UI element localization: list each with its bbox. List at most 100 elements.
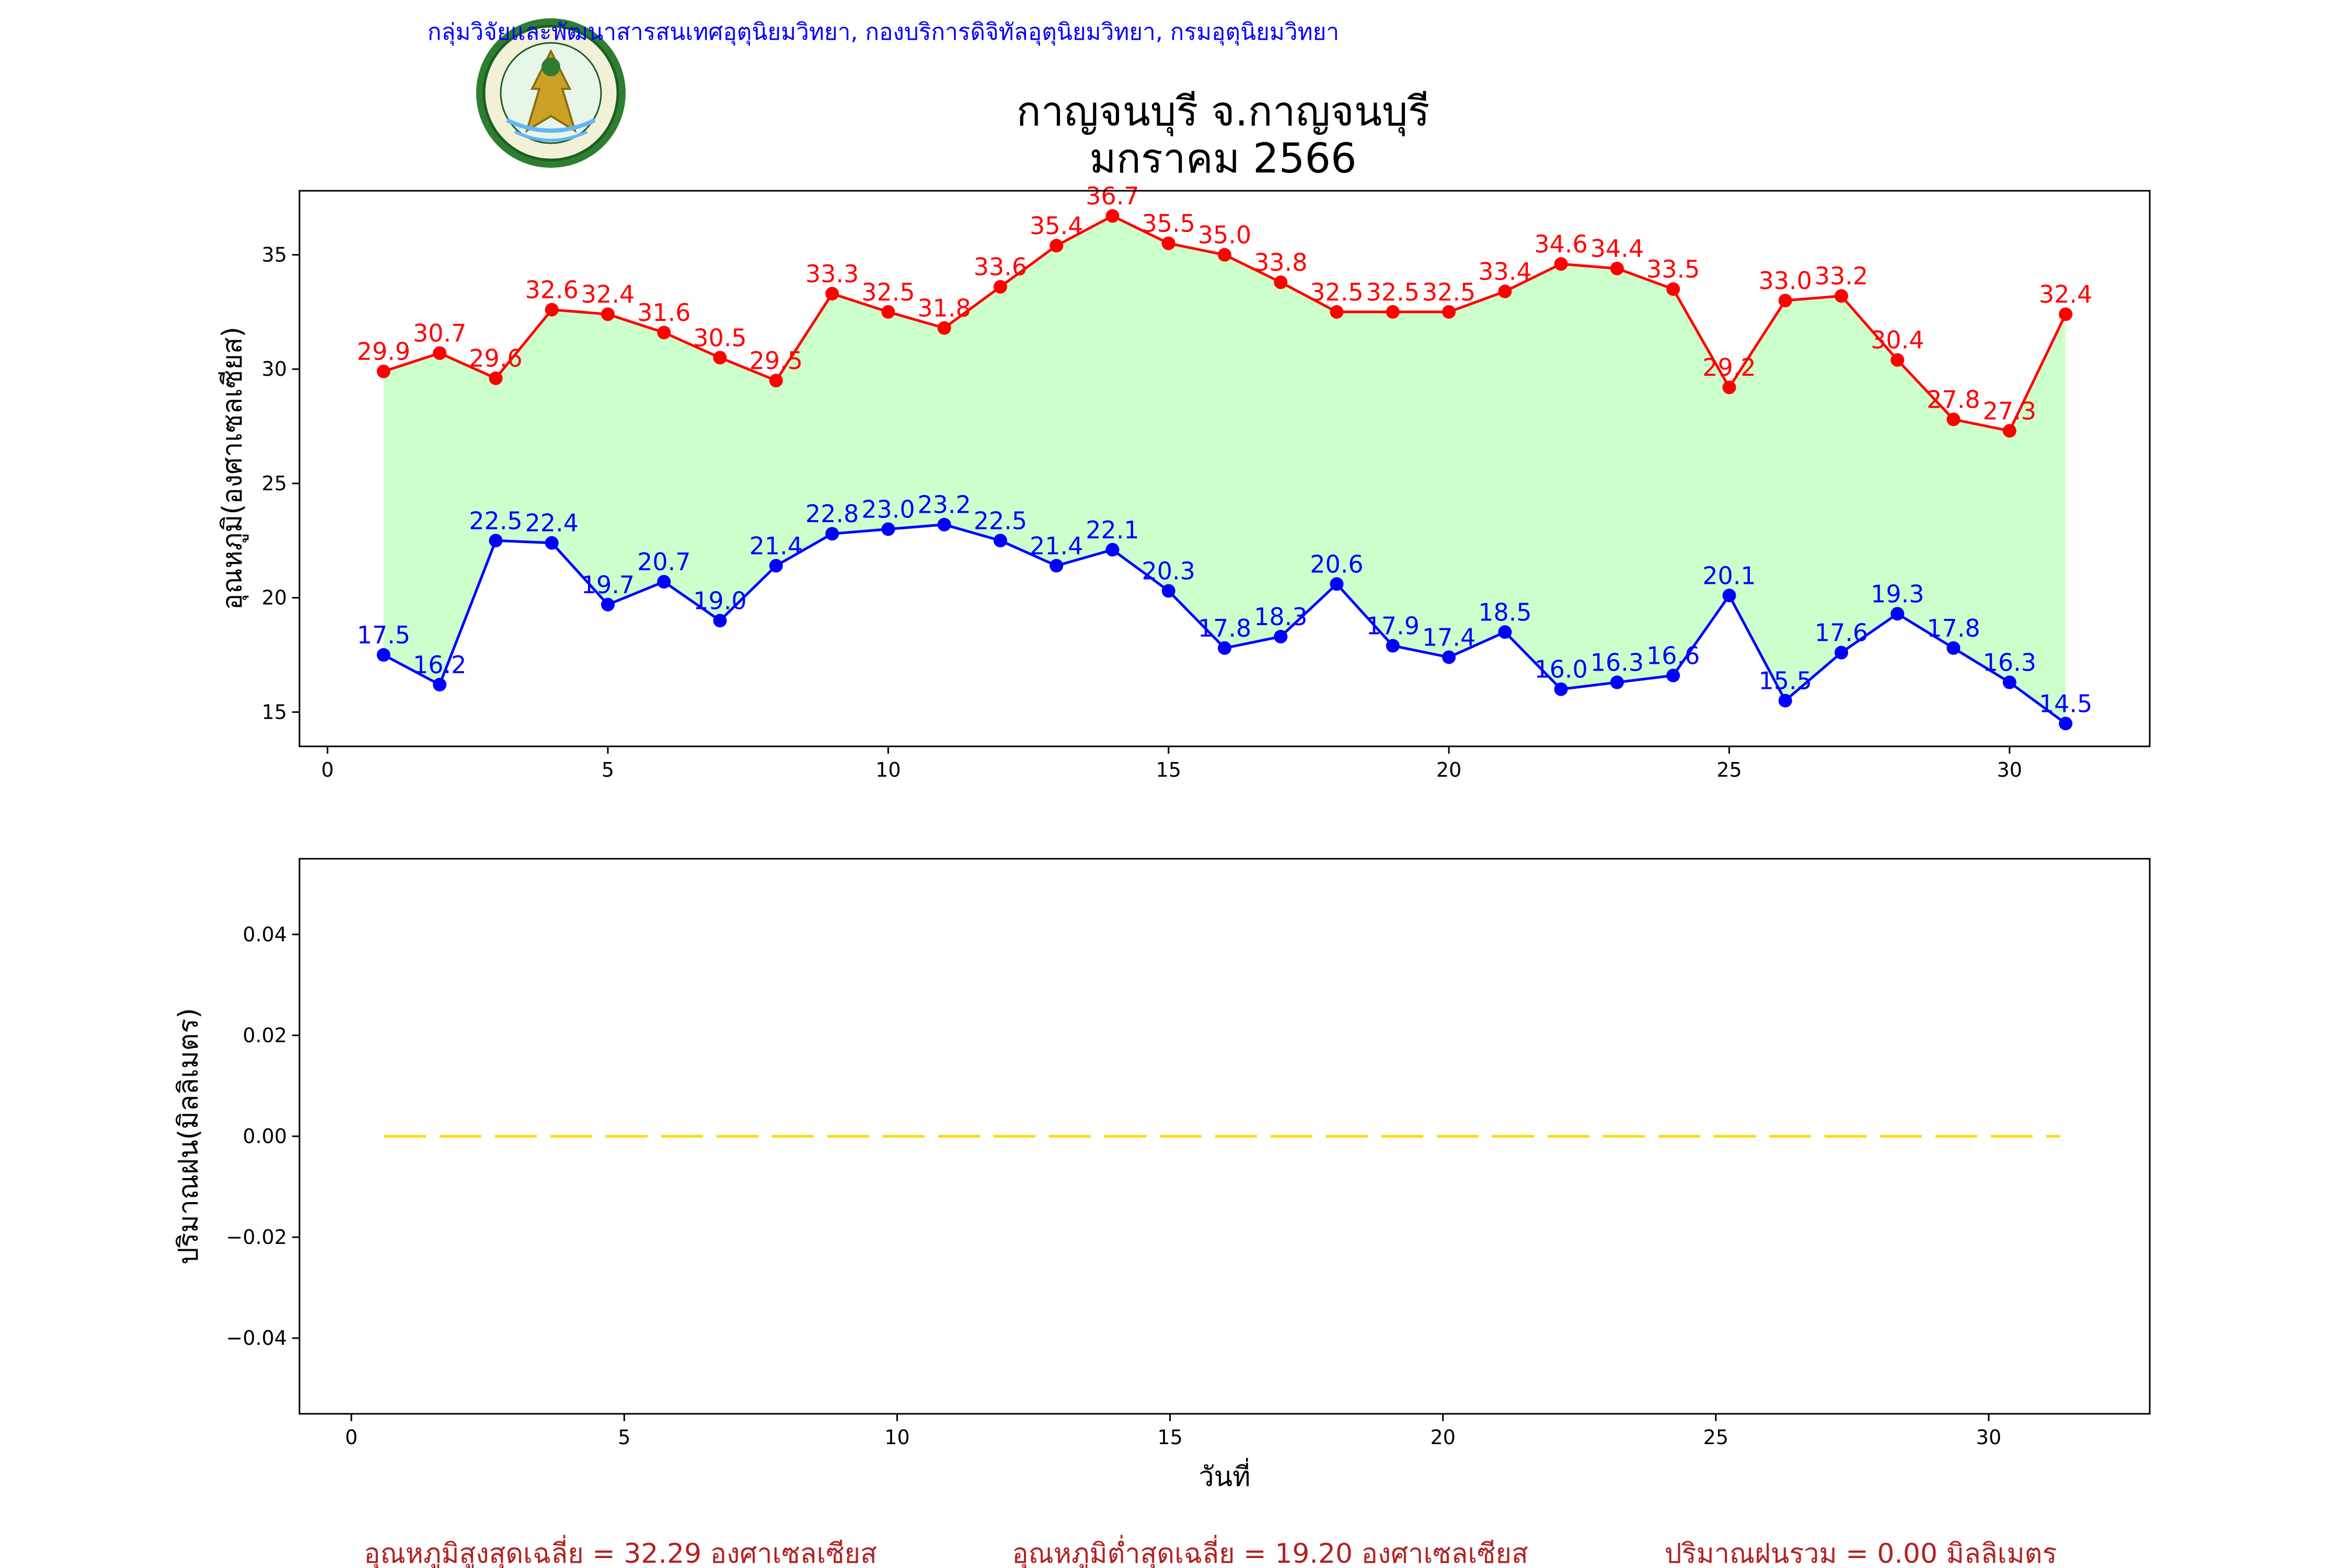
min-temperature-label: 20.3	[1142, 557, 1195, 585]
max-temperature-label: 29.5	[750, 347, 803, 375]
max-temperature-point	[1498, 284, 1512, 298]
y-tick-label: 20	[262, 586, 287, 609]
rainfall-x-ticks: 0 5 10 15 20 25 30	[345, 1414, 2001, 1449]
x-tick-label: 15	[1156, 758, 1181, 781]
min-temperature-point	[1835, 645, 1848, 660]
max-temperature-point	[1610, 261, 1624, 275]
min-temperature-label: 20.7	[637, 548, 690, 576]
max-temperature-point	[713, 351, 727, 365]
max-temperature-point	[881, 305, 895, 319]
max-temperature-point	[1218, 248, 1231, 262]
min-temperature-label: 17.5	[357, 621, 410, 649]
min-temperature-label: 18.5	[1478, 598, 1531, 626]
x-tick-label: 5	[602, 758, 614, 781]
x-tick-label: 5	[618, 1426, 630, 1449]
min-temperature-label: 20.6	[1310, 550, 1363, 578]
min-temperature-label: 22.8	[805, 500, 859, 528]
min-temperature-point	[825, 527, 839, 541]
temperature-chart: 29.930.729.632.6 32.431.630.529.533.332.5…	[217, 182, 2151, 781]
max-temperature-point	[993, 280, 1007, 294]
x-tick-label: 10	[875, 758, 901, 781]
min-temperature-point	[489, 534, 503, 548]
min-temperature-label: 14.5	[2039, 689, 2092, 718]
min-temperature-point	[993, 534, 1007, 548]
y-tick-label: −0.02	[226, 1226, 287, 1249]
min-temperature-label: 19.0	[693, 586, 746, 615]
max-temperature-point	[1722, 381, 1736, 395]
max-temperature-label: 34.4	[1590, 235, 1644, 263]
max-temperature-point	[1890, 353, 1905, 367]
max-temperature-point	[1778, 294, 1792, 307]
min-temperature-label: 22.5	[469, 506, 522, 535]
footer-rain-total: ปริมาณฝนรวม = 0.00 มิลลิเมตร	[1665, 1538, 2057, 1568]
min-temperature-label: 22.5	[974, 506, 1027, 535]
x-tick-label: 0	[321, 758, 334, 781]
min-temperature-point	[937, 517, 951, 532]
max-temperature-label: 33.5	[1646, 255, 1700, 283]
x-tick-label: 25	[1716, 758, 1742, 781]
y-tick-label: 0.02	[243, 1024, 287, 1047]
min-temperature-point	[1946, 641, 1961, 655]
max-temperature-label: 32.5	[1422, 278, 1475, 306]
min-temperature-point	[713, 614, 727, 628]
max-temperature-label: 30.5	[693, 324, 746, 352]
y-tick-label: 25	[262, 472, 287, 495]
temperature-fill-area	[383, 216, 2066, 724]
min-temperature-label: 23.0	[861, 495, 915, 523]
min-temperature-label: 22.1	[1086, 516, 1139, 544]
min-temperature-label: 21.4	[1030, 532, 1083, 560]
max-temperature-label: 33.2	[1815, 262, 1868, 290]
min-temperature-label: 16.2	[413, 651, 466, 679]
min-temperature-point	[1218, 641, 1231, 655]
min-temperature-point	[433, 677, 447, 691]
min-temperature-point	[1666, 668, 1680, 683]
y-tick-label: 0.00	[243, 1125, 287, 1148]
footer-avg-min: อุณหภูมิต่ำสุดเฉลี่ย = 19.20 องศาเซลเซีย…	[1012, 1535, 1528, 1568]
temperature-y-ticks: 15 20 25 30 35	[262, 243, 299, 723]
temperature-data-points	[376, 209, 2073, 731]
min-temperature-label: 19.3	[1871, 580, 1924, 608]
temperature-plot-frame	[298, 190, 2151, 747]
min-temperature-label: 17.8	[1927, 614, 1980, 642]
min-temperature-point	[1050, 559, 1064, 573]
min-temperature-label: 17.8	[1198, 614, 1251, 642]
max-temperature-label: 30.7	[413, 319, 466, 348]
max-temperature-point	[657, 326, 671, 340]
min-temperature-point	[1442, 650, 1456, 664]
rainfall-y-ticks: −0.04 −0.02 0.00 0.02 0.04	[226, 923, 299, 1350]
min-temperature-point	[601, 597, 615, 612]
min-temperature-point	[881, 522, 895, 536]
footer-avg-max: อุณหภูมิสูงสุดเฉลี่ย = 32.29 องศาเซลเซีย…	[364, 1535, 877, 1568]
y-tick-label: 15	[262, 700, 287, 723]
min-temperature-label: 17.4	[1422, 623, 1475, 651]
y-tick-label: 0.04	[243, 923, 287, 946]
min-temperature-point	[376, 648, 390, 662]
max-temperature-label: 29.6	[469, 344, 522, 373]
temperature-range-fill	[383, 216, 2066, 724]
max-temperature-label: 32.4	[581, 280, 635, 308]
x-tick-label: 15	[1157, 1426, 1182, 1449]
min-temperature-label: 19.7	[581, 571, 635, 599]
max-temperature-label: 27.8	[1927, 385, 1980, 413]
max-temperature-label: 32.6	[525, 276, 578, 304]
min-temperature-label: 16.3	[1590, 649, 1644, 677]
x-tick-label: 20	[1436, 758, 1461, 781]
max-temperature-label: 33.8	[1254, 248, 1307, 276]
y-tick-label: −0.04	[226, 1327, 287, 1350]
min-temperature-label: 23.2	[917, 491, 971, 519]
min-temperature-label: 22.4	[525, 509, 578, 537]
max-temperature-point	[2002, 424, 2016, 438]
max-temperature-label: 32.5	[1310, 278, 1363, 306]
max-temperature-label: 29.2	[1702, 353, 1756, 382]
max-temperature-label: 31.6	[637, 298, 690, 327]
max-temperature-label: 31.8	[917, 294, 971, 322]
max-temperature-point	[433, 346, 447, 360]
max-temperature-point	[1161, 236, 1175, 250]
max-temperature-point	[1105, 209, 1120, 223]
max-temperature-point	[1274, 275, 1288, 289]
x-tick-label: 25	[1703, 1426, 1728, 1449]
min-temperature-point	[1722, 589, 1736, 603]
x-tick-label: 30	[1997, 758, 2022, 781]
min-temperature-label: 17.9	[1366, 612, 1420, 640]
